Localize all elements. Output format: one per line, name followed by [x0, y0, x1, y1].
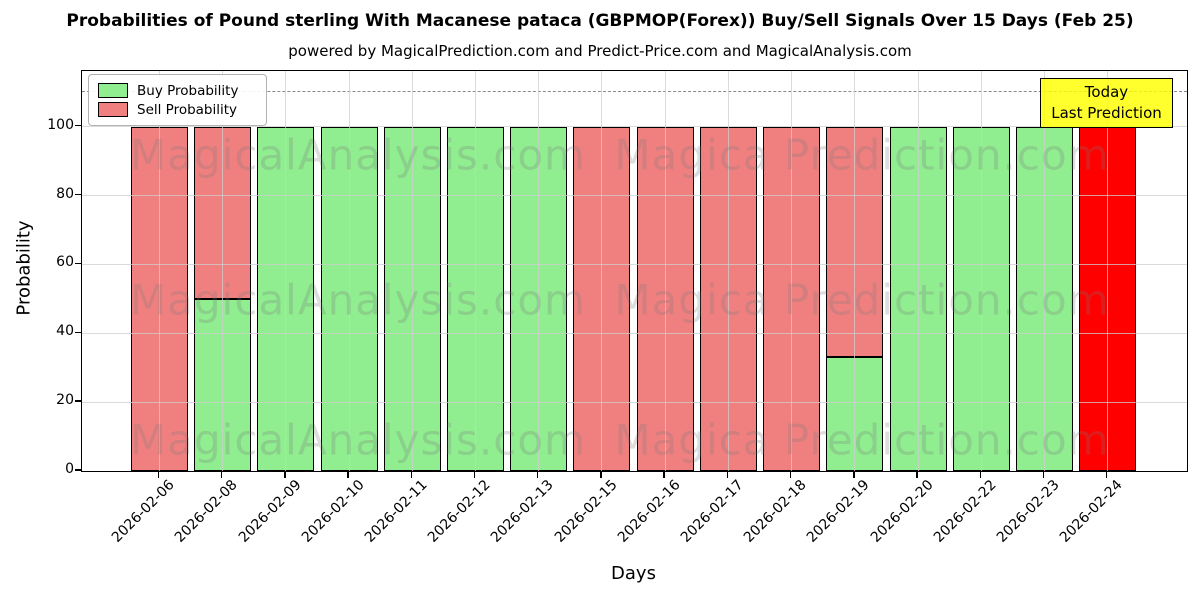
legend-item-sell: Sell Probability [98, 100, 257, 119]
x-tick-label: 2026-02-16 [614, 477, 684, 546]
x-tick [284, 471, 286, 478]
x-tick [410, 471, 413, 478]
x-tick-label: 2026-02-10 [298, 477, 368, 546]
v-gridline [348, 71, 350, 471]
y-tick [74, 469, 81, 471]
x-tick [979, 471, 981, 478]
x-tick-label: 2026-02-06 [108, 477, 178, 546]
y-tick-label: 60 [56, 254, 74, 271]
x-tick-label: 2026-02-17 [677, 477, 747, 546]
x-tick-label: 2026-02-08 [172, 477, 242, 546]
v-gridline [475, 71, 477, 471]
buy-swatch-icon [98, 83, 128, 98]
sell-swatch-icon [98, 102, 128, 117]
x-tick [537, 471, 539, 478]
x-tick-label: 2026-02-22 [930, 477, 1000, 546]
h-gridline [82, 195, 1187, 197]
v-gridline [1107, 71, 1109, 471]
v-gridline [411, 71, 413, 471]
x-tick-label: 2026-02-19 [804, 477, 874, 546]
v-gridline [159, 71, 160, 471]
legend-label-buy: Buy Probability [137, 82, 239, 99]
x-tick-label: 2026-02-20 [867, 477, 937, 546]
today-annotation-line1: Today [1084, 83, 1129, 101]
y-tick [74, 125, 81, 127]
x-tick-label: 2026-02-09 [235, 477, 305, 546]
v-gridline [1043, 71, 1045, 471]
legend-item-buy: Buy Probability [98, 81, 257, 100]
today-annotation-box: Today Last Prediction [1040, 78, 1173, 128]
x-tick [347, 471, 349, 478]
v-gridline [727, 71, 729, 471]
v-gridline [917, 71, 919, 471]
x-tick [853, 471, 855, 478]
y-tick-label: 100 [47, 116, 74, 133]
x-tick [221, 471, 223, 478]
chart-title: Probabilities of Pound sterling With Mac… [66, 11, 1134, 31]
y-tick-label: 20 [56, 392, 74, 409]
y-tick-label: 40 [56, 323, 74, 340]
x-axis-label: Days [611, 563, 656, 584]
y-tick [74, 193, 81, 196]
v-gridline [980, 71, 982, 471]
x-tick-label: 2026-02-23 [993, 477, 1063, 546]
y-tick [74, 400, 81, 402]
dashed-cutoff-line [82, 91, 1187, 93]
x-tick-label: 2026-02-18 [741, 477, 810, 546]
y-tick-label: 80 [56, 185, 74, 202]
v-gridline [854, 71, 856, 471]
y-tick [74, 262, 81, 265]
v-gridline [601, 71, 603, 471]
v-gridline [664, 71, 666, 471]
h-gridline [82, 332, 1187, 334]
x-tick-label: 2026-02-12 [425, 477, 494, 546]
legend-label-sell: Sell Probability [137, 101, 238, 118]
h-gridline [82, 126, 1187, 128]
legend: Buy Probability Sell Probability [88, 74, 267, 126]
x-tick [473, 471, 476, 478]
x-tick [726, 471, 729, 478]
v-gridline [285, 71, 287, 471]
plot-area [81, 70, 1188, 472]
x-tick [600, 471, 602, 478]
v-gridline [222, 71, 224, 471]
x-tick [916, 471, 918, 478]
x-tick [1042, 471, 1045, 478]
y-tick [74, 331, 81, 333]
v-gridline [791, 71, 793, 471]
x-tick [789, 471, 792, 478]
x-tick [1105, 471, 1108, 478]
h-gridline [82, 401, 1187, 403]
x-tick-label: 2026-02-15 [551, 477, 621, 546]
x-tick-label: 2026-02-13 [488, 477, 558, 546]
x-tick [663, 471, 665, 478]
chart-subtitle: powered by MagicalPrediction.com and Pre… [288, 42, 912, 60]
x-tick-label: 2026-02-24 [1057, 477, 1126, 546]
x-tick [157, 471, 160, 478]
today-annotation-line2: Last Prediction [1051, 104, 1162, 122]
h-gridline [82, 263, 1187, 265]
x-tick-label: 2026-02-11 [361, 477, 431, 546]
y-axis-label: Probability [13, 220, 35, 316]
v-gridline [538, 71, 540, 471]
y-tick-label: 0 [65, 461, 74, 477]
